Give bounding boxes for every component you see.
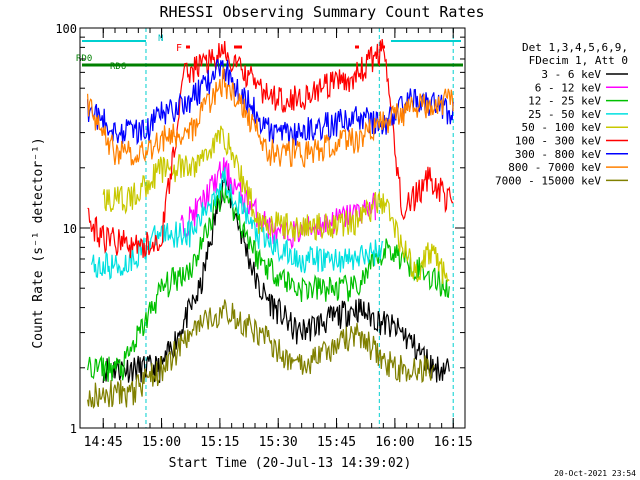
legend: Det 1,3,4,5,6,9,FDecim 1, Att 03 - 6 keV… bbox=[495, 41, 628, 187]
timestamp-label: 20-Oct-2021 23:54 bbox=[554, 469, 636, 478]
x-tick-label-6: 16:15 bbox=[434, 435, 473, 450]
legend-label-3: 25 - 50 keV bbox=[528, 108, 601, 121]
annotation-f: F bbox=[176, 43, 182, 54]
x-tick-label-4: 15:45 bbox=[317, 435, 356, 450]
series-line-3 bbox=[90, 167, 384, 281]
y-axis-label: Count Rate (s⁻¹ detector⁻¹) bbox=[31, 137, 46, 348]
x-axis-label: Start Time (20-Jul-13 14:39:02) bbox=[169, 456, 412, 471]
chart-title: RHESSI Observing Summary Count Rates bbox=[159, 3, 484, 21]
annotation-rd6: RD6 bbox=[110, 62, 126, 72]
x-tick-label-1: 15:00 bbox=[142, 435, 181, 450]
series-layer bbox=[87, 38, 454, 410]
x-tick-label-3: 15:30 bbox=[259, 435, 298, 450]
series-line-2 bbox=[87, 183, 450, 382]
legend-header-line-2: FDecim 1, Att 0 bbox=[529, 54, 628, 67]
legend-label-7: 800 - 7000 keV bbox=[508, 161, 601, 174]
legend-label-8: 7000 - 15000 keV bbox=[495, 174, 601, 187]
x-tick-label-0: 14:45 bbox=[84, 435, 123, 450]
series-line-6 bbox=[87, 58, 454, 146]
legend-label-2: 12 - 25 keV bbox=[528, 95, 601, 108]
legend-label-4: 50 - 100 keV bbox=[522, 121, 602, 134]
legend-header-line-1: Det 1,3,4,5,6,9, bbox=[522, 41, 628, 54]
annotation-n: N bbox=[158, 34, 163, 44]
series-line-8 bbox=[87, 299, 435, 410]
legend-label-1: 6 - 12 keV bbox=[535, 81, 602, 94]
y-tick-label-0: 1 bbox=[70, 422, 77, 436]
y-tick-label-2: 100 bbox=[55, 22, 77, 36]
x-tick-label-2: 15:15 bbox=[200, 435, 239, 450]
series-line-7 bbox=[87, 67, 454, 168]
axes-layer: 1 10 100 14:45 15:00 15:15 15:30 15:45 16:00 16:1… bbox=[55, 22, 472, 450]
y-tick-label-1: 10 bbox=[63, 222, 77, 236]
series-line-4 bbox=[102, 125, 450, 285]
x-tick-label-5: 16:00 bbox=[375, 435, 414, 450]
legend-label-0: 3 - 6 keV bbox=[541, 68, 601, 81]
series-line-1 bbox=[180, 157, 376, 250]
legend-label-6: 300 - 800 keV bbox=[515, 148, 601, 161]
legend-label-5: 100 - 300 keV bbox=[515, 135, 601, 148]
